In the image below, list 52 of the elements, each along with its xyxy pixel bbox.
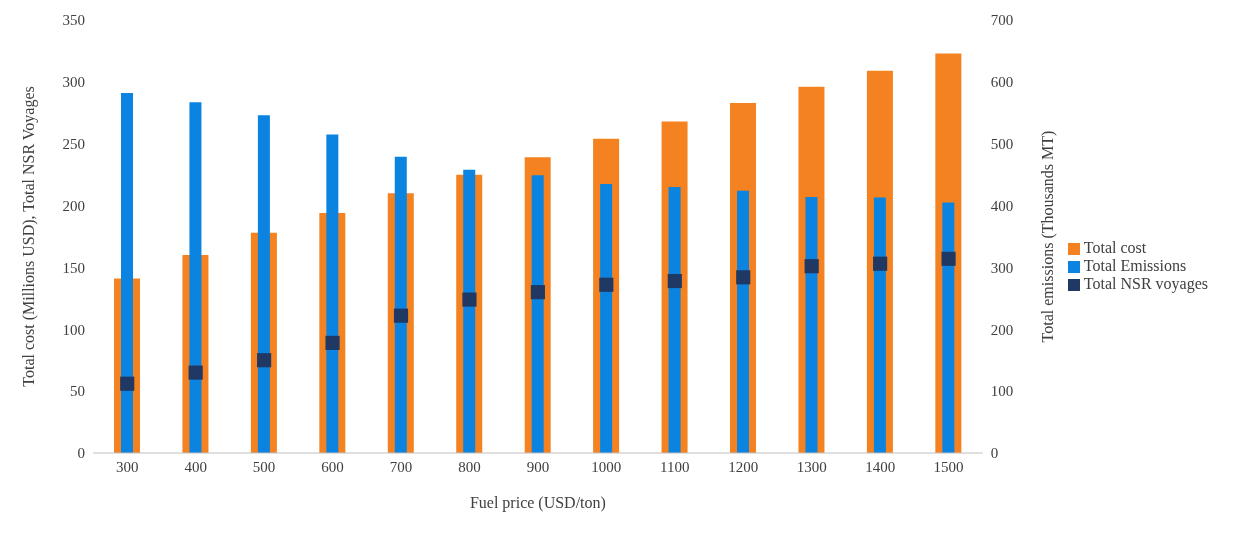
point [462, 292, 477, 307]
x-tick-label: 1100 [660, 458, 690, 475]
point [188, 365, 203, 380]
x-tick-label: 800 [458, 458, 481, 475]
y2-tick-label: 600 [990, 74, 1014, 91]
y-tick-label: 100 [62, 321, 85, 338]
point [120, 376, 135, 391]
x-tick-label: 1200 [728, 458, 759, 475]
point [393, 308, 409, 323]
bar [942, 202, 955, 453]
x-tick-label: 1500 [933, 458, 964, 475]
x-tick-label: 700 [389, 458, 413, 475]
point [667, 273, 682, 289]
y2-tick-label: 0 [990, 445, 999, 462]
point [736, 270, 751, 285]
bar [805, 196, 818, 453]
x-tick-label: 1300 [796, 458, 827, 475]
legend-label: Total cost [1083, 238, 1147, 256]
y-tick-label: 300 [62, 74, 85, 91]
y-tick-label: 250 [62, 136, 85, 153]
y-tick-label: 0 [77, 445, 85, 462]
point [941, 251, 956, 266]
x-axis-title: Fuel price (USD/ton) [469, 494, 606, 512]
point [530, 285, 545, 300]
x-tick-label: 600 [321, 458, 344, 475]
y2-tick-label: 200 [990, 321, 1014, 338]
bar [737, 190, 750, 453]
y2-tick-label: 300 [990, 259, 1014, 276]
x-tick-label: 400 [184, 458, 207, 475]
y2-axis-title: Total emissions (Thousands MT) [1039, 130, 1058, 343]
point [325, 335, 340, 350]
y-tick-label: 50 [70, 383, 85, 400]
x-tick-label: 500 [252, 458, 276, 475]
x-tick-label: 300 [115, 458, 139, 475]
point [873, 256, 888, 271]
point [599, 277, 614, 292]
x-tick-label: 1000 [591, 458, 622, 475]
y2-tick-label: 400 [990, 197, 1014, 214]
legend-label: Total NSR voyages [1083, 274, 1208, 292]
point [257, 353, 272, 368]
legend-label: Total Emissions [1083, 256, 1187, 274]
y2-tick-label: 700 [990, 12, 1014, 29]
y-tick-label: 150 [62, 259, 85, 276]
y2-tick-label: 100 [990, 383, 1014, 400]
bar [873, 197, 886, 453]
point [804, 259, 819, 274]
y-axis-title: Total cost (Millions USD), Total NSR Voyages [19, 86, 38, 387]
y-tick-label: 350 [62, 12, 85, 29]
x-tick-label: 900 [526, 458, 550, 475]
y2-tick-label: 500 [990, 136, 1014, 153]
y-tick-label: 200 [62, 197, 85, 214]
x-tick-label: 1400 [865, 458, 896, 475]
